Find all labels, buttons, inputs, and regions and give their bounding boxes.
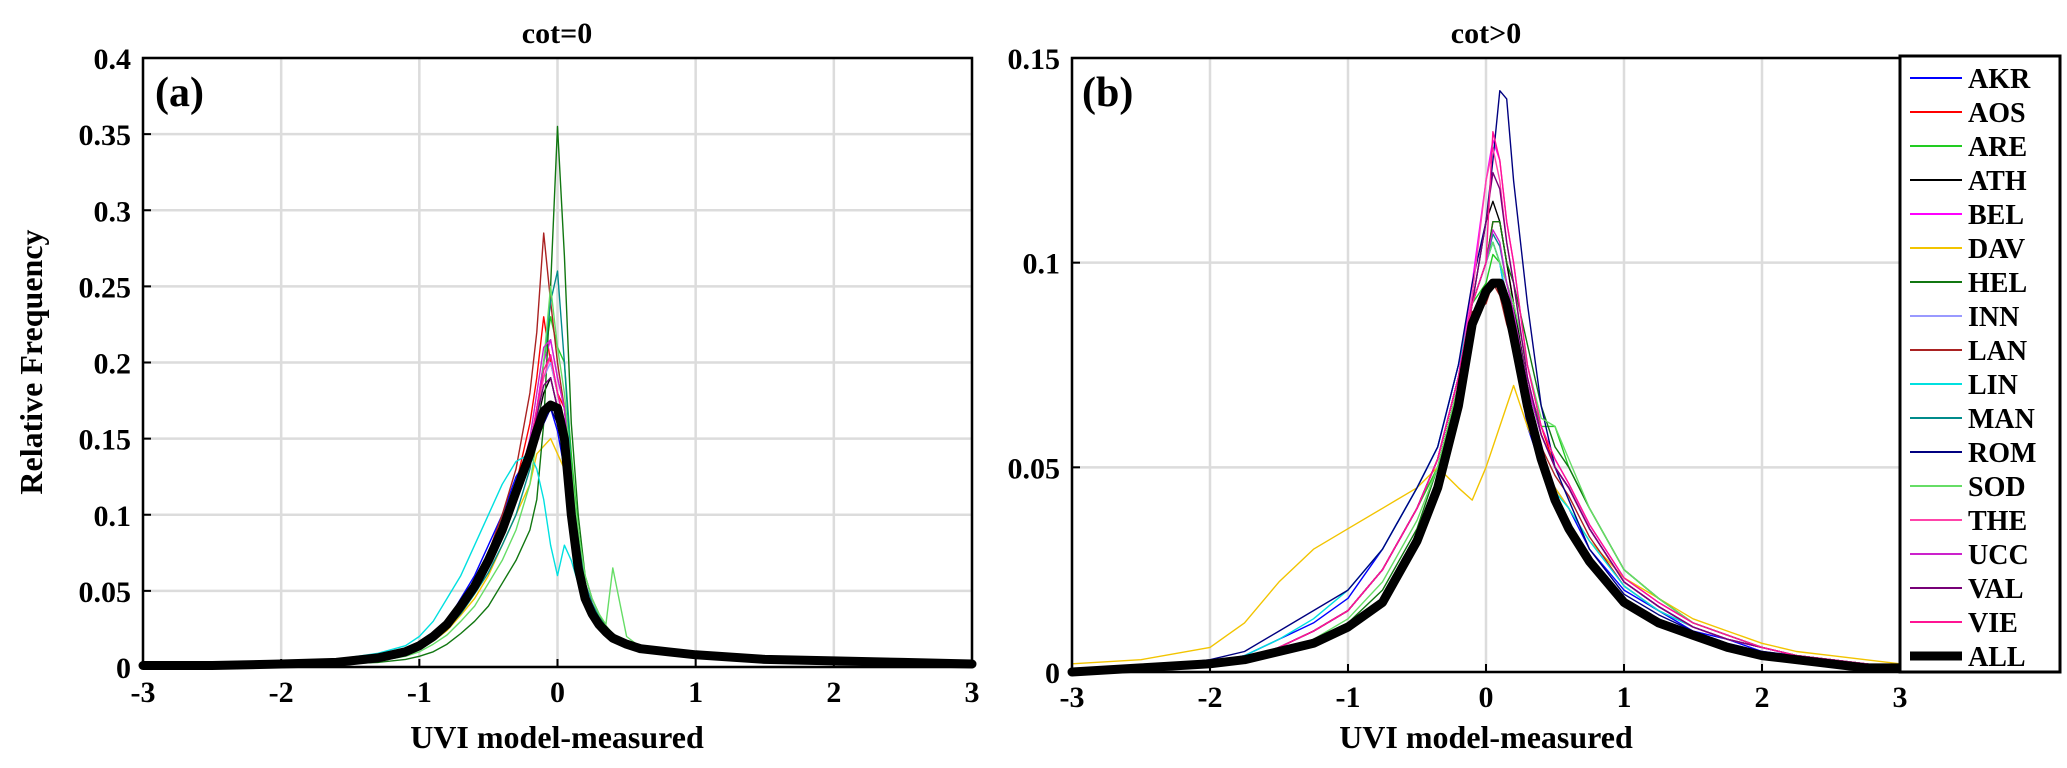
panel-b-xtick-label: -3 [1060, 681, 1085, 714]
legend-label-akr: AKR [1968, 64, 2031, 95]
panel-b-series [1067, 89, 1905, 677]
panel-a-ticks: -3 -2 -1 0 1 2 3 0 0.05 0.1 0.15 0.2 0.25 0.3 0.35 0.4 [79, 43, 980, 709]
panel-a-grid [141, 56, 974, 669]
legend-label-ath: ATH [1968, 166, 2027, 197]
panel-b-xlabel: UVI model-measured [1339, 719, 1633, 755]
panel-a-series-all [138, 400, 977, 670]
panel-a-ytick-label: 0.2 [94, 348, 132, 381]
panel-a-ytick-label: 0 [116, 652, 131, 685]
panel-a-ytick-label: 0.25 [79, 271, 132, 304]
panel-a-ytick-label: 0.05 [79, 576, 132, 609]
panel-b-ticks: -3 -2 -1 0 1 2 3 0 0.05 0.1 0.15 [1008, 43, 1908, 714]
panel-a-ytick-label: 0.3 [94, 195, 132, 228]
legend-label-lin: LIN [1968, 370, 2018, 401]
panel-b-xtick-label: 3 [1893, 681, 1908, 714]
panel-b-series-dav [1071, 384, 1901, 665]
panel-a-series [138, 125, 977, 670]
panel-a: -3 -2 -1 0 1 2 300.050.10.150.20.250.30.350.4 … [13, 17, 980, 755]
panel-b-ytick-label: 0.05 [1008, 452, 1061, 485]
panel-a-label: (a) [155, 70, 204, 116]
panel-a-xlabel: UVI model-measured [410, 719, 704, 755]
legend-label-bel: BEL [1968, 200, 2024, 231]
legend-label-rom: ROM [1968, 438, 2036, 469]
panel-b-ytick-label: 0.15 [1008, 43, 1061, 76]
legend-label-dav: DAV [1968, 234, 2025, 265]
legend-label-vie: VIE [1968, 608, 2018, 639]
legend-label-hel: HEL [1968, 268, 2027, 299]
panel-a-xtick-label: 3 [965, 676, 980, 709]
panel-a-ylabel: Relative Frequency [13, 229, 49, 494]
panel-b-xtick-label: 0 [1479, 681, 1494, 714]
panel-b-title: cot>0 [1451, 17, 1521, 50]
legend-label-val: VAL [1968, 574, 2024, 605]
legend-entries: AKRAOSAREATHBELDAVHELINNLANLINMANROMSODT… [1910, 64, 2036, 673]
panel-a-xtick-label: -3 [131, 676, 156, 709]
legend-label-man: MAN [1968, 404, 2035, 435]
panel-a-ytick-label: 0.1 [94, 500, 132, 533]
panel-a-xtick-label: -1 [407, 676, 432, 709]
panel-b-ytick-label: 0.1 [1023, 248, 1061, 281]
legend-label-all: ALL [1968, 642, 2026, 673]
panel-a-xtick-label: 1 [688, 676, 703, 709]
legend-label-ucc: UCC [1968, 540, 2029, 571]
legend-label-aos: AOS [1968, 98, 2026, 129]
panel-a-title: cot=0 [522, 17, 592, 50]
legend-label-the: THE [1968, 506, 2027, 537]
legend: AKRAOSAREATHBELDAVHELINNLANLINMANROMSODT… [1898, 54, 2062, 674]
panel-a-ytick-label: 0.4 [94, 43, 132, 76]
legend-label-are: ARE [1968, 132, 2027, 163]
panel-b-xtick-label: -1 [1336, 681, 1361, 714]
panel-b-ytick-label: 0 [1045, 657, 1060, 690]
panel-a-xtick-label: 2 [826, 676, 841, 709]
panel-b-grid [1070, 56, 1902, 674]
panel-a-xtick-label: -2 [269, 676, 294, 709]
legend-box [1898, 54, 2062, 674]
panel-a-ytick-label: 0.35 [79, 119, 132, 152]
panel-b-xtick-label: -2 [1198, 681, 1223, 714]
panel-a-ytick-label: 0.15 [79, 424, 132, 457]
panel-b-series-vie [1071, 130, 1901, 673]
panel-b-xtick-label: 1 [1617, 681, 1632, 714]
panel-a-xtick-label: 0 [550, 676, 565, 709]
legend-label-inn: INN [1968, 302, 2019, 333]
panel-b: -3 -2 -1 0 1 2 3 0 0.05 0.1 0.15 (b) cot>0 UVI mod… [1008, 17, 1908, 755]
legend-label-sod: SOD [1968, 472, 2026, 503]
panel-b-xtick-label: 2 [1755, 681, 1770, 714]
legend-label-lan: LAN [1968, 336, 2027, 367]
panel-b-series-all [1067, 278, 1905, 677]
panel-b-label: (b) [1082, 70, 1133, 116]
